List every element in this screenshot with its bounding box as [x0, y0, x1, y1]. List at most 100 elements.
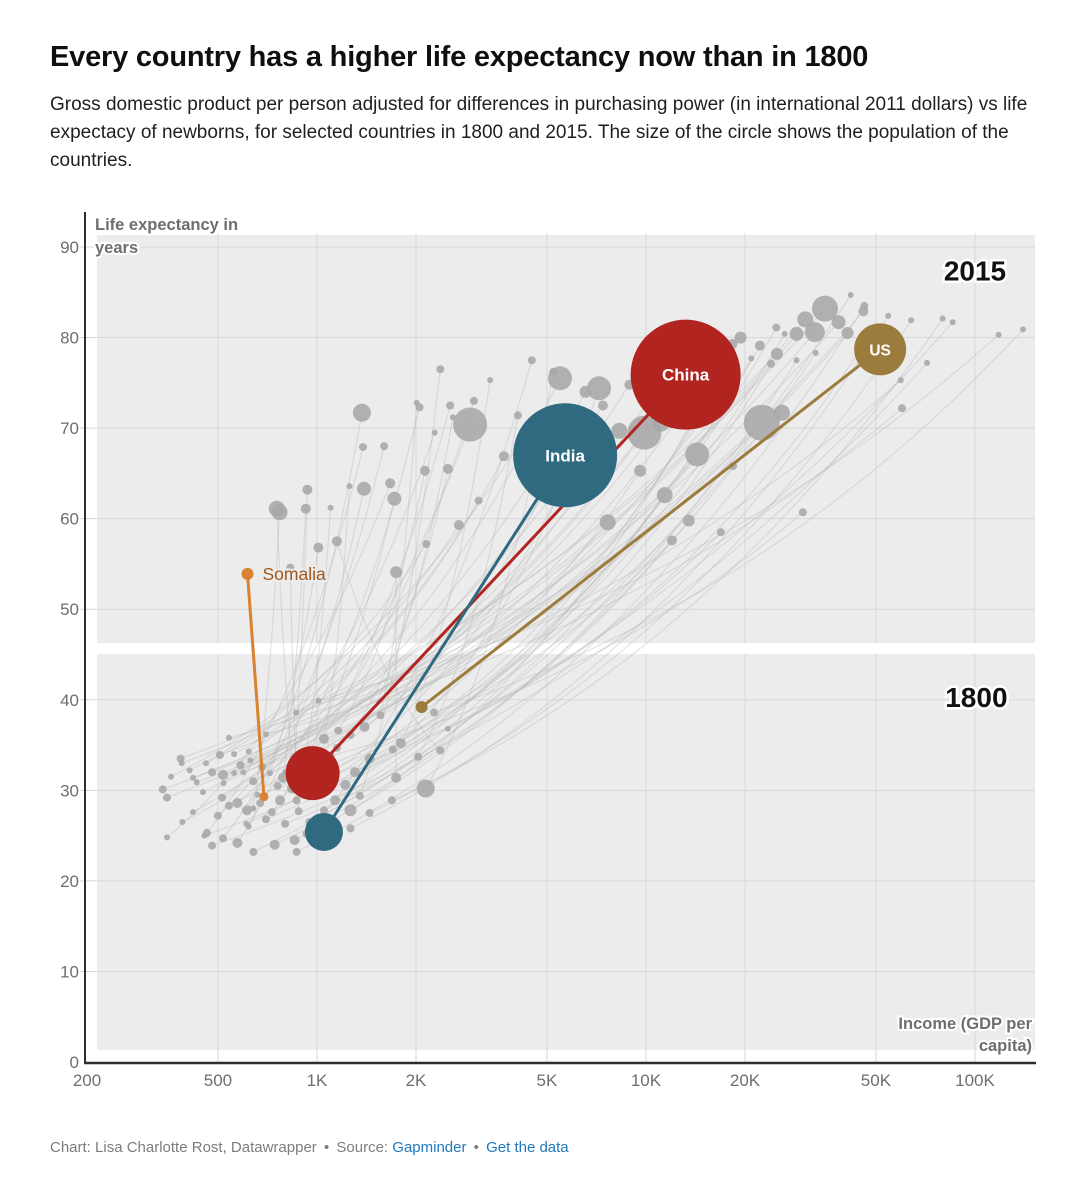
country-bubble-2015[interactable] [549, 368, 558, 376]
country-bubble-1800[interactable] [208, 841, 217, 850]
country-bubble-2015[interactable] [743, 404, 780, 441]
country-bubble-1800[interactable] [414, 752, 423, 761]
country-bubble-2015[interactable] [474, 496, 483, 505]
country-bubble-2015[interactable] [667, 535, 677, 546]
country-bubble-1800[interactable] [416, 779, 435, 798]
country-bubble-2015[interactable] [431, 429, 438, 436]
country-bubble-1800[interactable] [319, 806, 328, 815]
country-bubble-2015[interactable] [271, 504, 288, 521]
country-bubble-1800[interactable] [224, 801, 233, 810]
get-data-link[interactable]: Get the data [486, 1139, 569, 1156]
country-bubble-2015[interactable] [498, 451, 509, 462]
country-bubble-1800[interactable] [199, 789, 206, 796]
country-bubble-2015[interactable] [420, 465, 430, 476]
country-bubble-1800[interactable] [289, 835, 300, 846]
country-bubble-1800[interactable] [219, 834, 227, 843]
china-bubble-1800[interactable] [285, 746, 340, 801]
country-bubble-1800[interactable] [256, 799, 265, 807]
country-bubble-2015[interactable] [611, 422, 628, 439]
country-bubble-2015[interactable] [357, 481, 371, 496]
country-bubble-2015[interactable] [587, 376, 611, 401]
country-bubble-2015[interactable] [390, 566, 403, 579]
country-bubble-1800[interactable] [318, 733, 329, 744]
country-bubble-1800[interactable] [201, 832, 208, 839]
country-bubble-2015[interactable] [804, 322, 825, 343]
country-bubble-1800[interactable] [178, 760, 185, 767]
country-bubble-1800[interactable] [294, 807, 303, 816]
country-bubble-2015[interactable] [831, 315, 846, 330]
country-bubble-1800[interactable] [203, 760, 209, 767]
country-bubble-1800[interactable] [254, 791, 261, 798]
country-bubble-2015[interactable] [656, 487, 673, 504]
country-bubble-2015[interactable] [385, 478, 396, 489]
country-bubble-2015[interactable] [770, 347, 783, 360]
country-bubble-1800[interactable] [190, 809, 196, 816]
country-bubble-2015[interactable] [685, 442, 710, 467]
country-bubble-2015[interactable] [453, 520, 464, 530]
country-bubble-2015[interactable] [847, 292, 854, 298]
country-bubble-1800[interactable] [215, 751, 224, 759]
country-bubble-1800[interactable] [186, 767, 193, 774]
country-bubble-2015[interactable] [327, 504, 334, 511]
china-bubble-2015[interactable] [630, 319, 741, 430]
us-bubble-1800[interactable] [415, 701, 428, 714]
country-bubble-1800[interactable] [365, 809, 374, 817]
country-bubble-2015[interactable] [436, 365, 445, 374]
country-bubble-2015[interactable] [513, 411, 522, 420]
country-bubble-1800[interactable] [247, 757, 254, 764]
country-bubble-2015[interactable] [352, 403, 371, 422]
country-bubble-1800[interactable] [190, 774, 196, 781]
country-bubble-2015[interactable] [885, 312, 892, 319]
country-bubble-1800[interactable] [355, 791, 364, 800]
country-bubble-1800[interactable] [350, 767, 360, 778]
india-bubble-2015[interactable] [513, 403, 618, 508]
country-bubble-1800[interactable] [387, 796, 396, 805]
country-bubble-2015[interactable] [682, 514, 695, 527]
us-bubble-2015[interactable] [854, 323, 907, 376]
country-bubble-2015[interactable] [797, 311, 814, 328]
country-bubble-1800[interactable] [346, 824, 355, 833]
country-bubble-1800[interactable] [193, 779, 200, 786]
country-bubble-2015[interactable] [812, 349, 819, 356]
country-bubble-1800[interactable] [232, 798, 243, 808]
country-bubble-2015[interactable] [300, 503, 311, 514]
country-bubble-1800[interactable] [218, 793, 227, 802]
country-bubble-1800[interactable] [231, 751, 238, 758]
country-bubble-2015[interactable] [860, 301, 869, 310]
country-bubble-1800[interactable] [281, 819, 290, 828]
country-bubble-2015[interactable] [773, 404, 790, 421]
country-bubble-2015[interactable] [446, 401, 455, 410]
country-bubble-2015[interactable] [789, 326, 804, 341]
country-bubble-2015[interactable] [949, 319, 956, 326]
country-bubble-1800[interactable] [277, 772, 288, 783]
country-bubble-1800[interactable] [240, 769, 247, 776]
country-bubble-1800[interactable] [232, 837, 243, 848]
country-bubble-1800[interactable] [292, 796, 301, 805]
country-bubble-1800[interactable] [179, 819, 186, 825]
country-bubble-2015[interactable] [527, 356, 536, 365]
country-bubble-2015[interactable] [442, 463, 453, 474]
country-bubble-2015[interactable] [413, 399, 420, 406]
country-bubble-2015[interactable] [422, 540, 431, 548]
country-bubble-2015[interactable] [387, 491, 402, 506]
country-bubble-2015[interactable] [908, 317, 915, 324]
country-bubble-1800[interactable] [267, 770, 273, 777]
country-bubble-1800[interactable] [388, 745, 397, 754]
country-bubble-2015[interactable] [597, 400, 608, 411]
country-bubble-1800[interactable] [330, 795, 341, 806]
country-bubble-2015[interactable] [302, 484, 313, 495]
country-bubble-2015[interactable] [380, 442, 389, 451]
country-bubble-2015[interactable] [453, 407, 488, 442]
country-bubble-1800[interactable] [436, 746, 445, 755]
somalia-bubble-2015[interactable] [241, 567, 254, 580]
source-link[interactable]: Gapminder [392, 1139, 467, 1156]
country-bubble-1800[interactable] [208, 768, 217, 777]
country-bubble-2015[interactable] [331, 536, 342, 547]
country-bubble-2015[interactable] [469, 396, 478, 405]
country-bubble-2015[interactable] [812, 295, 838, 322]
country-bubble-1800[interactable] [249, 777, 258, 786]
country-bubble-1800[interactable] [444, 725, 451, 732]
country-bubble-1800[interactable] [158, 785, 167, 794]
country-bubble-2015[interactable] [748, 355, 755, 362]
country-bubble-1800[interactable] [231, 770, 238, 777]
